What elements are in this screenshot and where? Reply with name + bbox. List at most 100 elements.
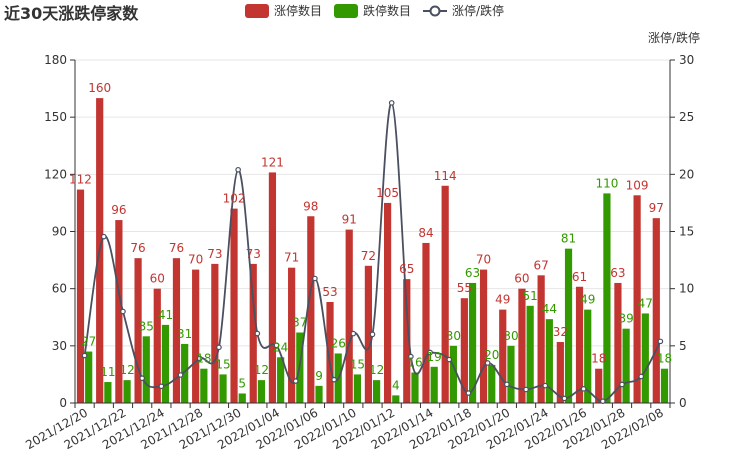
bar-limit-up — [383, 202, 392, 403]
y2-tick-label: 25 — [679, 110, 694, 124]
data-label-limit-up: 70 — [476, 253, 491, 267]
data-label-limit-down: 39 — [618, 312, 633, 326]
data-label-limit-up: 70 — [188, 253, 203, 267]
bar-limit-down — [584, 309, 592, 403]
ratio-point — [177, 372, 184, 378]
legend-item-ratio[interactable]: 涨停/跌停 — [423, 3, 504, 18]
data-label-limit-up: 76 — [169, 241, 184, 255]
bar-limit-down — [104, 382, 112, 403]
data-label-limit-up: 49 — [495, 293, 510, 307]
data-label-limit-up: 84 — [418, 226, 433, 240]
bar-limit-up — [115, 220, 123, 403]
ratio-point — [100, 233, 107, 240]
data-label-limit-down: 27 — [81, 335, 96, 349]
y-tick-label: 150 — [44, 110, 67, 124]
y-tick-label: 0 — [59, 396, 67, 410]
bar-limit-up — [537, 275, 545, 403]
ratio-point — [484, 360, 491, 366]
ratio-point — [139, 375, 145, 381]
data-label-limit-down: 44 — [542, 302, 557, 316]
data-label-limit-down: 51 — [523, 289, 538, 303]
ratio-point — [120, 308, 126, 315]
bar-limit-down — [161, 324, 170, 403]
y2-tick-label: 20 — [679, 167, 694, 181]
data-label-limit-down: 18 — [657, 352, 672, 366]
data-label-limit-down: 30 — [446, 329, 461, 343]
bar-limit-up — [268, 172, 277, 403]
ratio-point — [580, 386, 587, 392]
legend-item-limit-up[interactable]: 涨停数目 — [245, 3, 322, 18]
legend-label-limit-down: 跌停数目 — [363, 3, 411, 18]
y-tick-label: 180 — [44, 53, 67, 67]
bar-limit-up — [614, 282, 622, 403]
bar-limit-down — [353, 374, 362, 403]
data-label-limit-down: 19 — [427, 350, 442, 364]
ratio-point — [504, 381, 510, 388]
legend-swatch-limit-up — [245, 4, 269, 18]
bar-limit-up — [249, 263, 257, 403]
data-label-limit-down: 4 — [392, 378, 400, 392]
data-label-limit-up: 60 — [150, 272, 165, 286]
bar-limit-down — [123, 380, 131, 403]
bar-limit-up — [345, 229, 353, 403]
ratio-point — [350, 330, 357, 337]
data-label-limit-down: 47 — [638, 296, 653, 310]
bar-limit-up — [307, 216, 315, 403]
data-label-limit-down: 11 — [100, 365, 115, 379]
ratio-point — [312, 275, 318, 282]
bar-limit-up — [422, 242, 430, 403]
data-label-limit-down: 12 — [119, 363, 134, 377]
ratio-point — [81, 352, 88, 359]
data-label-limit-up: 65 — [399, 262, 414, 276]
bar-limit-up — [153, 288, 161, 403]
bar-limit-up — [192, 269, 200, 403]
legend-label-limit-up: 涨停数目 — [274, 3, 322, 18]
ratio-point — [427, 349, 433, 356]
y2-tick-label: 30 — [679, 53, 694, 67]
bar-limit-down — [488, 364, 496, 403]
data-label-limit-down: 20 — [484, 348, 499, 362]
ratio-point — [292, 378, 299, 384]
data-label-limit-down: 26 — [331, 336, 346, 350]
bar-limit-up — [518, 288, 526, 403]
ratio-point — [408, 353, 414, 360]
data-label-limit-down: 15 — [350, 357, 365, 371]
bar-limit-down — [603, 193, 611, 403]
data-label-limit-up: 102 — [223, 192, 246, 206]
bar-limit-down — [219, 374, 227, 403]
bar-limit-up — [134, 258, 142, 403]
data-label-limit-down: 63 — [465, 266, 480, 280]
bar-limit-up — [652, 218, 660, 403]
ratio-point — [388, 100, 395, 106]
ratio-point — [235, 166, 241, 173]
legend-item-limit-down[interactable]: 跌停数目 — [334, 3, 411, 18]
ratio-point — [465, 390, 472, 396]
ratio-point — [331, 376, 337, 383]
data-label-limit-up: 73 — [246, 247, 261, 261]
y2-tick-label: 15 — [679, 225, 694, 239]
data-label-limit-down: 37 — [292, 315, 307, 329]
data-label-limit-down: 31 — [177, 327, 192, 341]
data-label-limit-down: 12 — [369, 363, 384, 377]
data-label-limit-up: 114 — [434, 169, 457, 183]
data-label-limit-down: 9 — [315, 369, 323, 383]
ratio-point — [638, 373, 645, 380]
data-label-limit-up: 32 — [553, 325, 568, 339]
data-label-limit-down: 30 — [503, 329, 518, 343]
bar-limit-up — [403, 279, 411, 403]
data-label-limit-up: 67 — [534, 258, 549, 272]
data-label-limit-down: 110 — [595, 176, 618, 190]
ratio-point — [542, 382, 549, 389]
ratio-point — [600, 398, 606, 404]
bar-limit-down — [392, 395, 400, 403]
bar-limit-up — [460, 298, 468, 403]
bar-limit-up — [595, 368, 603, 403]
bar-limit-down — [564, 248, 573, 403]
bar-limit-down — [468, 282, 477, 403]
ratio-point — [523, 386, 529, 393]
data-label-limit-down: 49 — [580, 293, 595, 307]
data-label-limit-up: 61 — [572, 270, 587, 284]
bar-limit-up — [575, 286, 584, 403]
bar-limit-down — [238, 393, 246, 403]
